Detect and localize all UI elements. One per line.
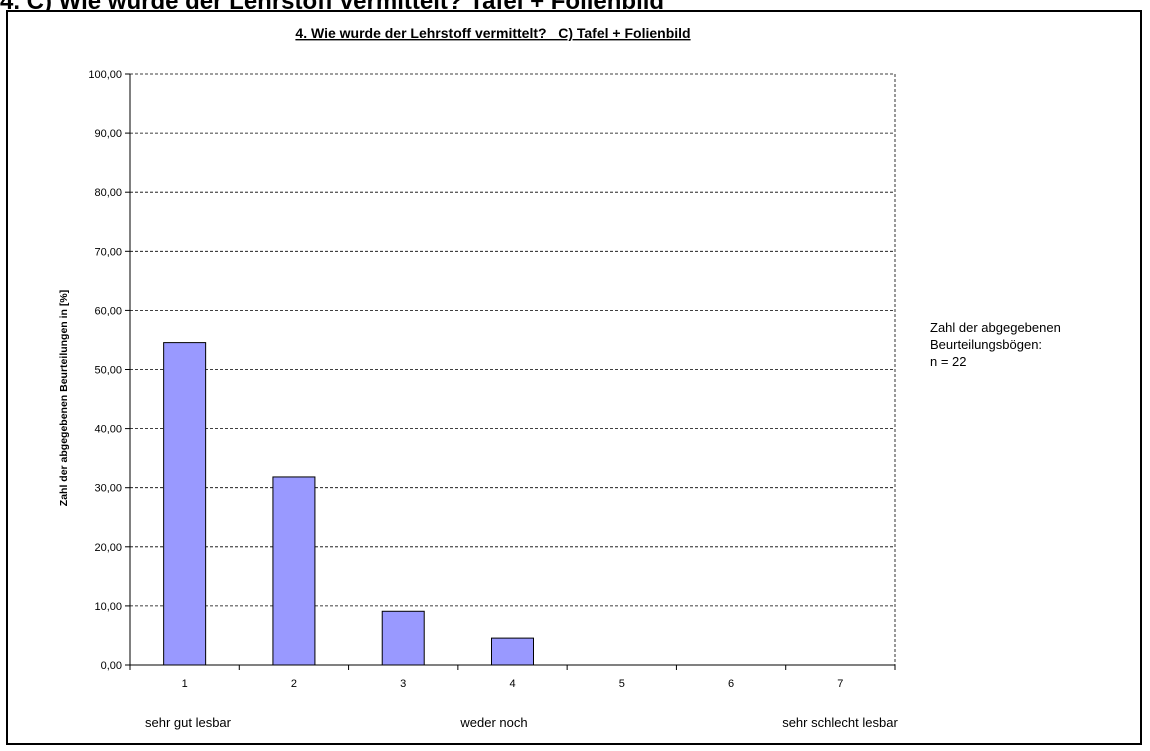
x-tick-label: 2 <box>291 678 297 690</box>
axes <box>125 73 896 670</box>
x-tick-labels: 1 2 3 4 5 6 7 <box>182 678 844 690</box>
x-tick-label: 6 <box>728 678 734 690</box>
note-line-1: Zahl der abgegebenen <box>930 320 1061 335</box>
scale-label-right: sehr schlecht lesbar <box>782 715 898 730</box>
bar <box>491 637 534 666</box>
note-line-3: n = 22 <box>930 354 967 369</box>
bar <box>272 476 316 666</box>
x-tick-label: 3 <box>400 678 406 690</box>
scale-label-middle: weder noch <box>459 715 527 730</box>
y-axis-label: Zahl der abgegebenen Beurteilungen in [%… <box>58 290 70 506</box>
y-tick-label: 50,00 <box>94 365 122 377</box>
note-line-2: Beurteilungsbögen: <box>930 337 1043 352</box>
x-tick-label: 5 <box>619 678 625 690</box>
bar <box>381 610 425 666</box>
y-tick-label: 60,00 <box>94 305 122 317</box>
y-tick-label: 90,00 <box>94 128 122 140</box>
page-heading: 4. C) Wie wurde der Lehrstoff vermittelt… <box>0 0 1150 10</box>
chart-frame <box>6 10 1142 745</box>
y-tick-label: 0,00 <box>101 660 122 672</box>
chart-title: 4. Wie wurde der Lehrstoff vermittelt? C… <box>295 25 690 41</box>
y-tick-label: 20,00 <box>94 542 122 554</box>
y-tick-label: 80,00 <box>94 187 122 199</box>
gridlines <box>130 73 895 607</box>
x-tick-label: 1 <box>182 678 188 690</box>
y-tick-label: 10,00 <box>94 601 122 613</box>
y-tick-label: 100,00 <box>88 69 122 81</box>
x-tick-label: 7 <box>837 678 843 690</box>
bar <box>163 342 207 666</box>
y-tick-label: 40,00 <box>94 424 122 436</box>
y-tick-label: 70,00 <box>94 246 122 258</box>
x-tick-label: 4 <box>509 678 515 690</box>
scale-label-left: sehr gut lesbar <box>145 715 232 730</box>
response-count-note: Zahl der abgegebenen Beurteilungsbögen: … <box>930 319 1061 370</box>
bars <box>163 342 534 666</box>
y-tick-labels: 0,00 10,00 20,00 30,00 40,00 50,00 60,00 70,00 8… <box>88 69 122 672</box>
y-tick-label: 30,00 <box>94 483 122 495</box>
